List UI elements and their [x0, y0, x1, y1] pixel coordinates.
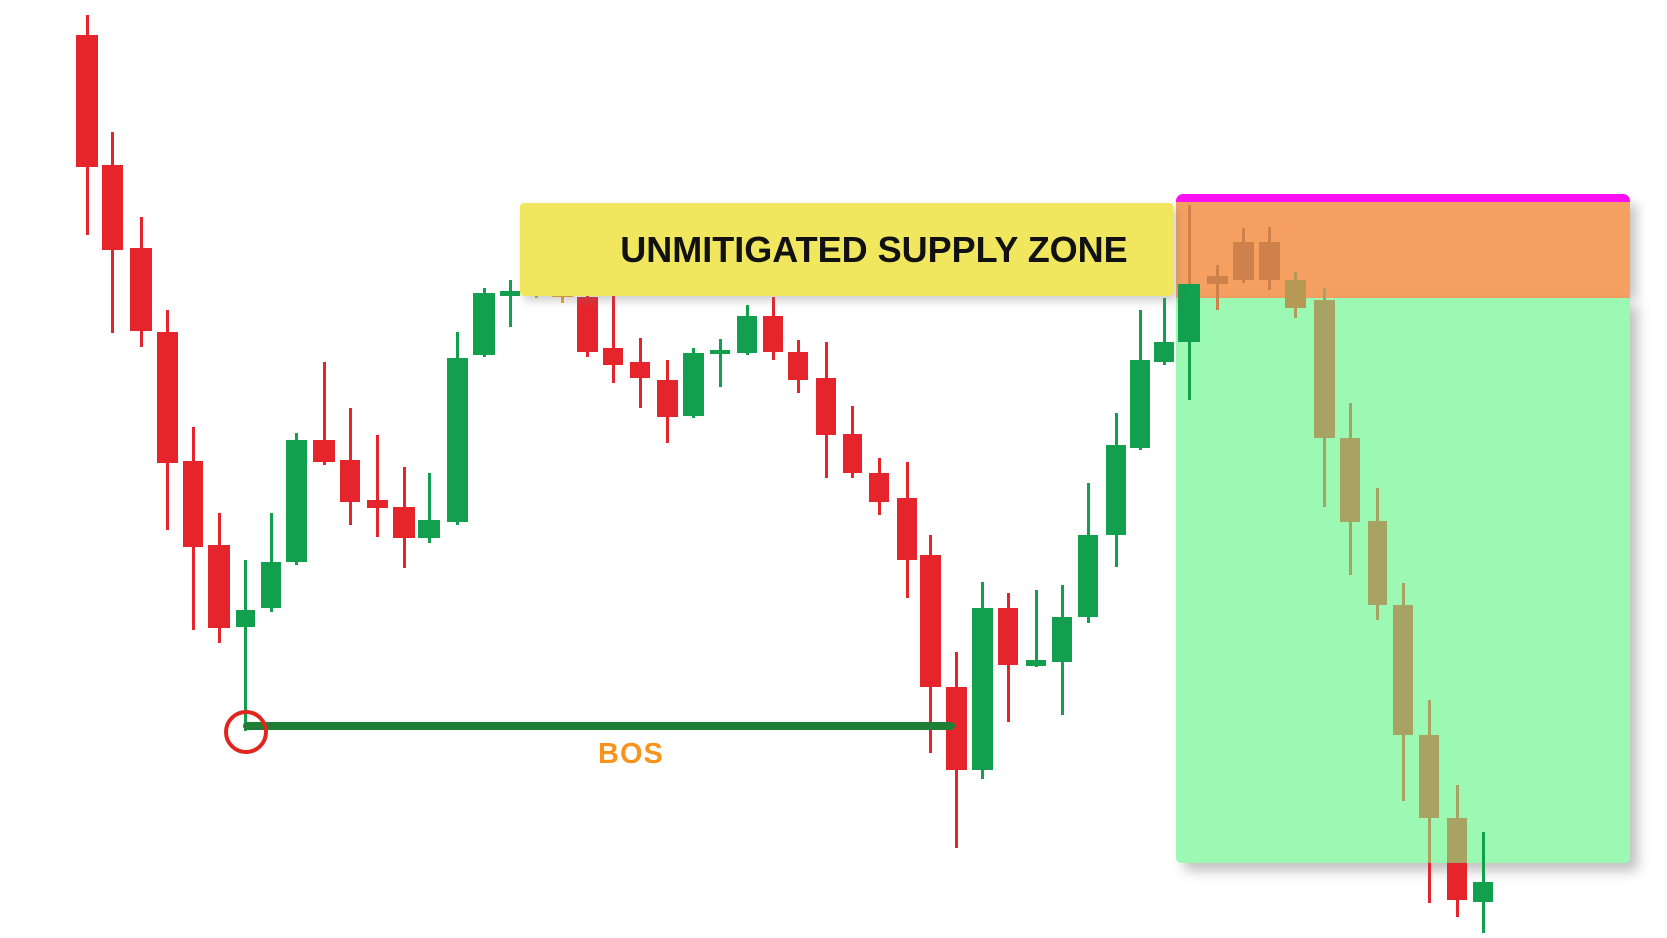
candle-body [1207, 276, 1228, 284]
candle-body [1447, 863, 1467, 900]
candle-wick [1034, 590, 1038, 667]
candle-body [157, 332, 178, 463]
candle-wick [376, 435, 379, 537]
candle-body [1314, 300, 1335, 438]
candle-body [788, 352, 808, 380]
unmitigated-supply-zone-banner: UNMITIGATED SUPPLY ZONE [520, 203, 1173, 296]
candle-body [367, 500, 388, 508]
candle-body [473, 293, 495, 355]
candle-body [313, 440, 335, 462]
candle-body [1233, 242, 1254, 280]
candle-body [1473, 882, 1493, 902]
candle-wick [244, 560, 247, 731]
candle-wick [1162, 298, 1166, 365]
bos-line [243, 722, 955, 730]
candle-wick [718, 339, 722, 387]
candle-body [1078, 535, 1098, 617]
candle-body [102, 165, 123, 250]
candle-wick [322, 362, 326, 465]
candle-body [998, 608, 1018, 665]
candle-body [710, 350, 730, 354]
candle-body [1130, 360, 1150, 448]
candle-body [1052, 617, 1072, 662]
candle-body [869, 473, 889, 502]
candle-body [630, 362, 650, 378]
candle-body [1259, 242, 1280, 280]
candle-body [500, 291, 520, 296]
candle-wick [508, 280, 512, 327]
candle-body [393, 507, 415, 538]
candle-wick [1187, 284, 1191, 400]
candle-body [340, 460, 360, 502]
candle-body [920, 555, 941, 687]
swing-low-circle [224, 710, 268, 754]
candle-body [843, 434, 862, 473]
candle-wick [1187, 205, 1191, 284]
candle-body [1368, 521, 1387, 605]
candle-body [1026, 660, 1046, 666]
candle-body [737, 316, 757, 353]
candle-wick [611, 288, 615, 383]
candle-body [1285, 280, 1306, 308]
candle-body [447, 358, 468, 522]
bos-label: BOS [598, 738, 664, 770]
candle-body [76, 35, 98, 167]
candle-body [1340, 438, 1360, 522]
candle-body [1393, 605, 1413, 735]
candle-body [683, 353, 704, 416]
candle-body [1419, 735, 1439, 818]
candle-body [183, 461, 203, 547]
candle-body [603, 348, 623, 365]
candle-body [286, 440, 307, 562]
candle-body [577, 297, 598, 352]
supply-zone-label: UNMITIGATED SUPPLY ZONE [620, 228, 1128, 270]
candle-body [972, 608, 993, 770]
candle-body [1178, 284, 1200, 342]
supply-zone-top-line [1176, 194, 1630, 202]
candle-body [208, 545, 230, 628]
candle-wick [1216, 265, 1219, 310]
candle-body [816, 378, 836, 435]
candle-body [946, 687, 967, 770]
candle-body [418, 520, 440, 538]
candle-body [897, 498, 917, 560]
candle-body [1447, 818, 1467, 863]
candle-body [236, 610, 255, 627]
candle-body [1106, 445, 1126, 535]
candle-wick [1427, 863, 1431, 903]
candle-body [130, 248, 152, 331]
candle-body [763, 316, 783, 352]
candle-body [261, 562, 281, 608]
candle-body [657, 380, 678, 417]
candle-body [1154, 342, 1174, 362]
candle-wick [427, 473, 431, 543]
